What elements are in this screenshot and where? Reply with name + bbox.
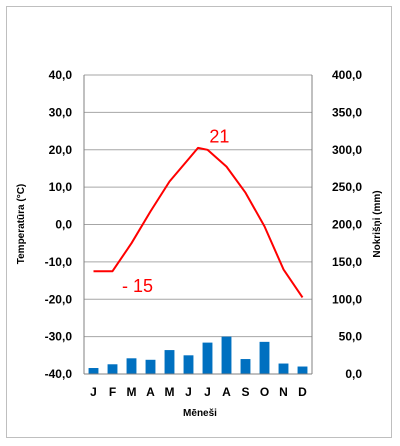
- right-tick-label: 0,0: [345, 367, 362, 381]
- left-tick-label: 40,0: [49, 68, 73, 82]
- precip-bar: [259, 341, 270, 374]
- x-tick-label: F: [109, 385, 116, 399]
- x-tick-label: M: [165, 385, 175, 399]
- right-tick-labels: 400,0 350,0 300,0 250,0 200,0 150,0 100,0 50,0 0…: [332, 68, 362, 381]
- x-tick-label: M: [127, 385, 137, 399]
- x-tick-label: S: [241, 385, 249, 399]
- x-tick-label: A: [222, 385, 231, 399]
- left-tick-label: 10,0: [49, 180, 73, 194]
- temperature-polyline: [93, 146, 304, 298]
- right-tick-label: 400,0: [332, 68, 362, 82]
- left-tick-label: -10,0: [45, 255, 73, 269]
- temperature-line: [93, 146, 304, 298]
- axes: [83, 75, 313, 375]
- x-tick-label: N: [279, 385, 288, 399]
- precipitation-bars: [88, 336, 308, 374]
- left-tick-label: -30,0: [45, 330, 73, 344]
- precip-bar: [145, 359, 156, 374]
- right-tick-label: 50,0: [339, 330, 363, 344]
- right-tick-label: 150,0: [332, 255, 362, 269]
- annotation-max: 21: [209, 126, 229, 146]
- x-axis-title: Mēneši: [183, 408, 217, 419]
- left-tick-label: 20,0: [49, 143, 73, 157]
- left-tick-label: 30,0: [49, 105, 73, 119]
- annotation-min: - 15: [122, 276, 153, 296]
- precip-bar: [88, 368, 99, 374]
- precip-bar: [126, 358, 137, 374]
- right-tick-label: 200,0: [332, 218, 362, 232]
- precip-bar: [240, 359, 251, 374]
- precip-bar: [221, 336, 232, 374]
- chart-frame: [6, 6, 392, 438]
- right-axis-title: Nokrišņi (mm): [372, 190, 383, 257]
- right-tick-label: 100,0: [332, 292, 362, 306]
- left-axis-title: Temperatūra (°C): [16, 184, 27, 265]
- x-tick-label: J: [185, 385, 192, 399]
- left-tick-label: -20,0: [45, 292, 73, 306]
- precip-bar: [202, 342, 213, 374]
- left-tick-label: 0,0: [55, 218, 72, 232]
- x-tick-label: D: [298, 385, 307, 399]
- precip-bar: [278, 363, 289, 374]
- left-tick-label: -40,0: [45, 367, 73, 381]
- x-tick-label: J: [204, 385, 211, 399]
- right-tick-label: 250,0: [332, 180, 362, 194]
- precip-bar: [297, 366, 308, 374]
- precip-bar: [107, 364, 118, 374]
- right-tick-label: 350,0: [332, 105, 362, 119]
- precip-bar: [164, 350, 175, 374]
- left-tick-labels: 40,0 30,0 20,0 10,0 0,0 -10,0 -20,0 -30,0 -40,0: [45, 68, 73, 381]
- right-tick-label: 300,0: [332, 143, 362, 157]
- x-tick-label: O: [260, 385, 269, 399]
- precip-bar: [183, 355, 194, 374]
- grid-lines: [84, 74, 312, 375]
- x-tick-label: J: [90, 385, 97, 399]
- x-tick-label: A: [146, 385, 155, 399]
